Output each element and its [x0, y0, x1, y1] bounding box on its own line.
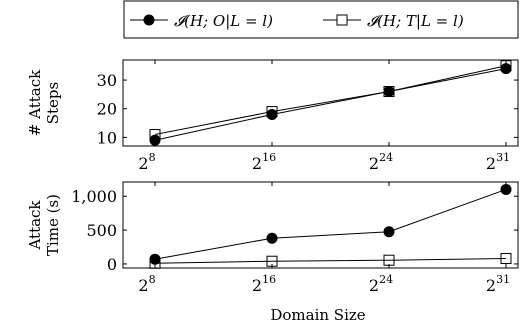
x-tick-label: 224 — [369, 151, 393, 173]
x-tick-label: 216 — [252, 151, 276, 173]
y-axis-label: # Attack — [26, 69, 44, 136]
x-tick-label: 28 — [138, 151, 155, 173]
legend-item-1: 𝓘(H; O|L = l) — [130, 12, 273, 30]
attack-steps-chart: 10 20 30 28 216 224 231 # Attack Steps — [26, 59, 519, 173]
series-line-2 — [154, 258, 507, 264]
legend-marker-circle — [143, 14, 155, 26]
x-axis-label: Domain Size — [270, 306, 365, 324]
legend-box — [123, 0, 519, 39]
data-point-circle — [500, 63, 512, 75]
x-tick-label: 216 — [252, 273, 276, 295]
x-tick-label: 224 — [369, 273, 393, 295]
x-tick-label: 231 — [486, 273, 510, 295]
y-axis-label: Time (s) — [44, 194, 62, 256]
data-point-circle — [383, 226, 395, 238]
plot-frame — [122, 181, 519, 269]
attack-time-chart: 0 500 1,000 28 216 224 231 Attack Time (s) — [26, 181, 519, 295]
data-point-square — [383, 254, 395, 266]
y-tick-label: 500 — [86, 221, 117, 240]
data-point-square — [266, 255, 278, 267]
x-tick-label: 28 — [138, 273, 155, 295]
data-point-circle — [266, 232, 278, 244]
data-point-circle — [149, 134, 161, 146]
y-tick-label: 10 — [97, 128, 117, 147]
y-tick-label: 0 — [107, 255, 117, 274]
legend-label-2: 𝓘(H; T|L = l) — [367, 12, 464, 30]
data-point-circle — [500, 183, 512, 195]
legend-marker-square — [336, 14, 348, 26]
legend-item-2: 𝓘(H; T|L = l) — [323, 12, 464, 30]
y-tick-label: 20 — [97, 100, 117, 119]
data-point-square — [500, 60, 512, 72]
plot-frame — [122, 59, 519, 147]
data-point-square — [383, 86, 395, 98]
y-tick-label: 30 — [97, 71, 117, 90]
y-axis-label: Attack — [26, 200, 44, 251]
series-line-1 — [154, 68, 507, 141]
data-point-square — [149, 257, 161, 269]
data-point-square — [149, 129, 161, 141]
y-tick-label: 1,000 — [71, 187, 117, 206]
legend-label-1: 𝓘(H; O|L = l) — [174, 12, 273, 30]
data-point-square — [266, 106, 278, 118]
x-tick-label: 231 — [486, 151, 510, 173]
series-line-2 — [154, 65, 507, 136]
series-line-1 — [154, 188, 507, 260]
data-point-square — [500, 253, 512, 265]
data-point-circle — [149, 253, 161, 265]
legend: 𝓘(H; O|L = l) 𝓘(H; T|L = l) — [123, 0, 519, 39]
y-axis-label: Steps — [44, 82, 62, 124]
